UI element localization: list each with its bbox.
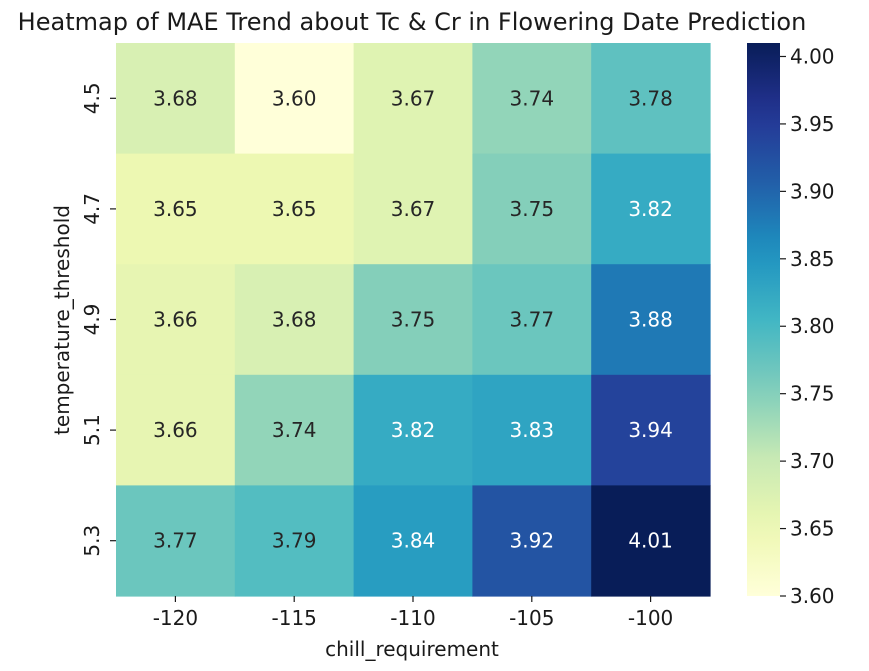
colorbar [747, 43, 780, 596]
x-tick-label: -100 [628, 606, 673, 630]
heatmap-cell [472, 43, 592, 155]
heatmap-cells [116, 43, 711, 597]
y-tick-label: 4.5 [80, 82, 104, 114]
heatmap-cell [472, 264, 592, 376]
heatmap-cell [116, 264, 236, 376]
cell-value-label: 3.84 [391, 529, 436, 553]
cell-value-label: 3.79 [272, 529, 317, 553]
colorbar-tick-label: 3.75 [790, 382, 835, 406]
heatmap-cell [353, 43, 473, 155]
cell-value-label: 3.67 [391, 197, 436, 221]
cell-value-label: 3.74 [510, 86, 555, 110]
cell-value-label: 4.01 [628, 529, 673, 553]
chart-title: Heatmap of MAE Trend about Tc & Cr in Fl… [18, 8, 807, 36]
x-axis-label: chill_requirement [325, 637, 499, 661]
cell-value-label: 3.75 [391, 308, 436, 332]
heatmap-cell [472, 374, 592, 486]
heatmap-cell-labels: 3.68 3.60 3.67 3.74 3.78 3.65 3.65 3.67 3.75 3.82… [153, 86, 673, 552]
x-tick-label: -115 [272, 606, 317, 630]
heatmap-cell [591, 153, 711, 265]
heatmap-cell [591, 264, 711, 376]
heatmap-cell [353, 374, 473, 486]
cell-value-label: 3.77 [510, 308, 555, 332]
colorbar-tick-label: 3.65 [790, 517, 835, 541]
x-axis-ticks: -120 -115 -110 -105 -100 [153, 596, 673, 630]
heatmap-cell [116, 43, 236, 155]
y-tick-label: 4.9 [80, 304, 104, 336]
cell-value-label: 3.88 [628, 308, 673, 332]
colorbar-tick-label: 3.90 [790, 179, 835, 203]
heatmap-cell [234, 264, 355, 376]
colorbar-tick-label: 4.00 [790, 44, 835, 68]
x-tick-label: -110 [390, 606, 435, 630]
heatmap-cell [591, 43, 711, 155]
cell-value-label: 3.78 [628, 86, 673, 110]
colorbar-ticks: 3.60 3.65 3.70 3.75 3.80 3.85 3.90 3.95 4.00 [780, 44, 835, 608]
x-tick-label: -105 [509, 606, 554, 630]
cell-value-label: 3.82 [391, 418, 436, 442]
cell-value-label: 3.68 [272, 308, 317, 332]
cell-value-label: 3.82 [628, 197, 673, 221]
colorbar-tick-label: 3.85 [790, 247, 835, 271]
heatmap-cell [353, 153, 473, 265]
colorbar-tick-label: 3.70 [790, 449, 835, 473]
heatmap-cell [472, 153, 592, 265]
y-tick-label: 5.1 [80, 414, 104, 446]
cell-value-label: 3.74 [272, 418, 317, 442]
heatmap-cell [116, 485, 236, 597]
colorbar-tick-label: 3.95 [790, 112, 835, 136]
cell-value-label: 3.65 [272, 197, 317, 221]
y-axis-label: temperature_threshold [50, 205, 74, 435]
heatmap-cell [234, 153, 355, 265]
heatmap-cell [353, 485, 473, 597]
colorbar-tick-label: 3.60 [790, 584, 835, 608]
heatmap-cell [472, 485, 592, 597]
cell-value-label: 3.75 [510, 197, 555, 221]
y-tick-label: 5.3 [80, 525, 104, 557]
heatmap-cell [591, 374, 711, 486]
heatmap-cell [234, 374, 355, 486]
heatmap-cell [234, 485, 355, 597]
cell-value-label: 3.92 [510, 529, 555, 553]
x-tick-label: -120 [153, 606, 198, 630]
y-axis-ticks: 4.5 4.7 4.9 5.1 5.3 [80, 82, 116, 557]
heatmap-cell [116, 153, 236, 265]
cell-value-label: 3.67 [391, 86, 436, 110]
heatmap-cell [116, 374, 236, 486]
cell-value-label: 3.66 [153, 418, 198, 442]
heatmap-cell [591, 485, 711, 597]
heatmap-cell [234, 43, 355, 155]
cell-value-label: 3.77 [153, 529, 198, 553]
heatmap-cell [353, 264, 473, 376]
cell-value-label: 3.83 [510, 418, 555, 442]
cell-value-label: 3.60 [272, 86, 317, 110]
colorbar-tick-label: 3.80 [790, 314, 835, 338]
cell-value-label: 3.66 [153, 308, 198, 332]
cell-value-label: 3.68 [153, 86, 198, 110]
cell-value-label: 3.65 [153, 197, 198, 221]
cell-value-label: 3.94 [628, 418, 673, 442]
y-tick-label: 4.7 [80, 193, 104, 225]
